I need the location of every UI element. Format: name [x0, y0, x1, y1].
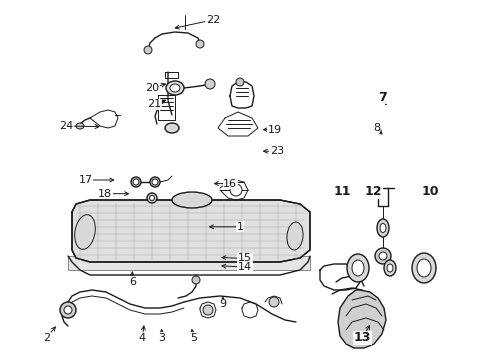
- Ellipse shape: [166, 81, 184, 95]
- Ellipse shape: [380, 224, 386, 233]
- Ellipse shape: [412, 253, 436, 283]
- Text: 9: 9: [220, 299, 226, 309]
- Ellipse shape: [352, 260, 364, 276]
- Text: 17: 17: [79, 175, 93, 185]
- Text: 11: 11: [333, 185, 351, 198]
- Text: 6: 6: [129, 276, 136, 287]
- Circle shape: [230, 184, 242, 196]
- Circle shape: [203, 305, 213, 315]
- Circle shape: [192, 276, 200, 284]
- Ellipse shape: [74, 215, 96, 249]
- Polygon shape: [72, 200, 310, 262]
- Ellipse shape: [287, 222, 303, 250]
- Ellipse shape: [170, 84, 180, 92]
- Text: 14: 14: [238, 262, 252, 272]
- Text: 1: 1: [237, 222, 244, 232]
- Ellipse shape: [172, 192, 212, 208]
- Circle shape: [269, 297, 279, 307]
- Text: 19: 19: [268, 125, 281, 135]
- Polygon shape: [68, 256, 310, 270]
- Text: 15: 15: [238, 253, 252, 264]
- Text: 7: 7: [378, 91, 387, 104]
- Ellipse shape: [165, 123, 179, 133]
- Text: 8: 8: [373, 123, 380, 133]
- Text: 24: 24: [59, 121, 74, 131]
- Ellipse shape: [76, 123, 84, 129]
- Circle shape: [144, 46, 152, 54]
- Circle shape: [236, 78, 244, 86]
- Circle shape: [60, 302, 76, 318]
- Text: 12: 12: [365, 185, 382, 198]
- Ellipse shape: [387, 264, 393, 272]
- Text: 18: 18: [98, 189, 112, 199]
- Text: 13: 13: [354, 331, 371, 344]
- Circle shape: [149, 195, 154, 201]
- Text: 23: 23: [270, 146, 284, 156]
- Polygon shape: [338, 290, 386, 348]
- Circle shape: [150, 177, 160, 187]
- Circle shape: [375, 248, 391, 264]
- Circle shape: [133, 179, 139, 185]
- Circle shape: [64, 306, 72, 314]
- Text: 21: 21: [147, 99, 161, 109]
- Text: 2: 2: [43, 333, 50, 343]
- Ellipse shape: [384, 260, 396, 276]
- Ellipse shape: [377, 219, 389, 237]
- Text: 16: 16: [223, 179, 237, 189]
- Ellipse shape: [417, 259, 431, 277]
- Text: 3: 3: [158, 333, 165, 343]
- Text: 4: 4: [139, 333, 146, 343]
- Circle shape: [131, 177, 141, 187]
- Circle shape: [147, 193, 157, 203]
- Circle shape: [196, 40, 204, 48]
- Text: 10: 10: [421, 185, 439, 198]
- Ellipse shape: [347, 254, 369, 282]
- Text: 20: 20: [145, 83, 159, 93]
- Text: 5: 5: [190, 333, 197, 343]
- Text: 22: 22: [206, 15, 220, 25]
- Circle shape: [205, 79, 215, 89]
- Circle shape: [152, 179, 158, 185]
- Circle shape: [379, 252, 387, 260]
